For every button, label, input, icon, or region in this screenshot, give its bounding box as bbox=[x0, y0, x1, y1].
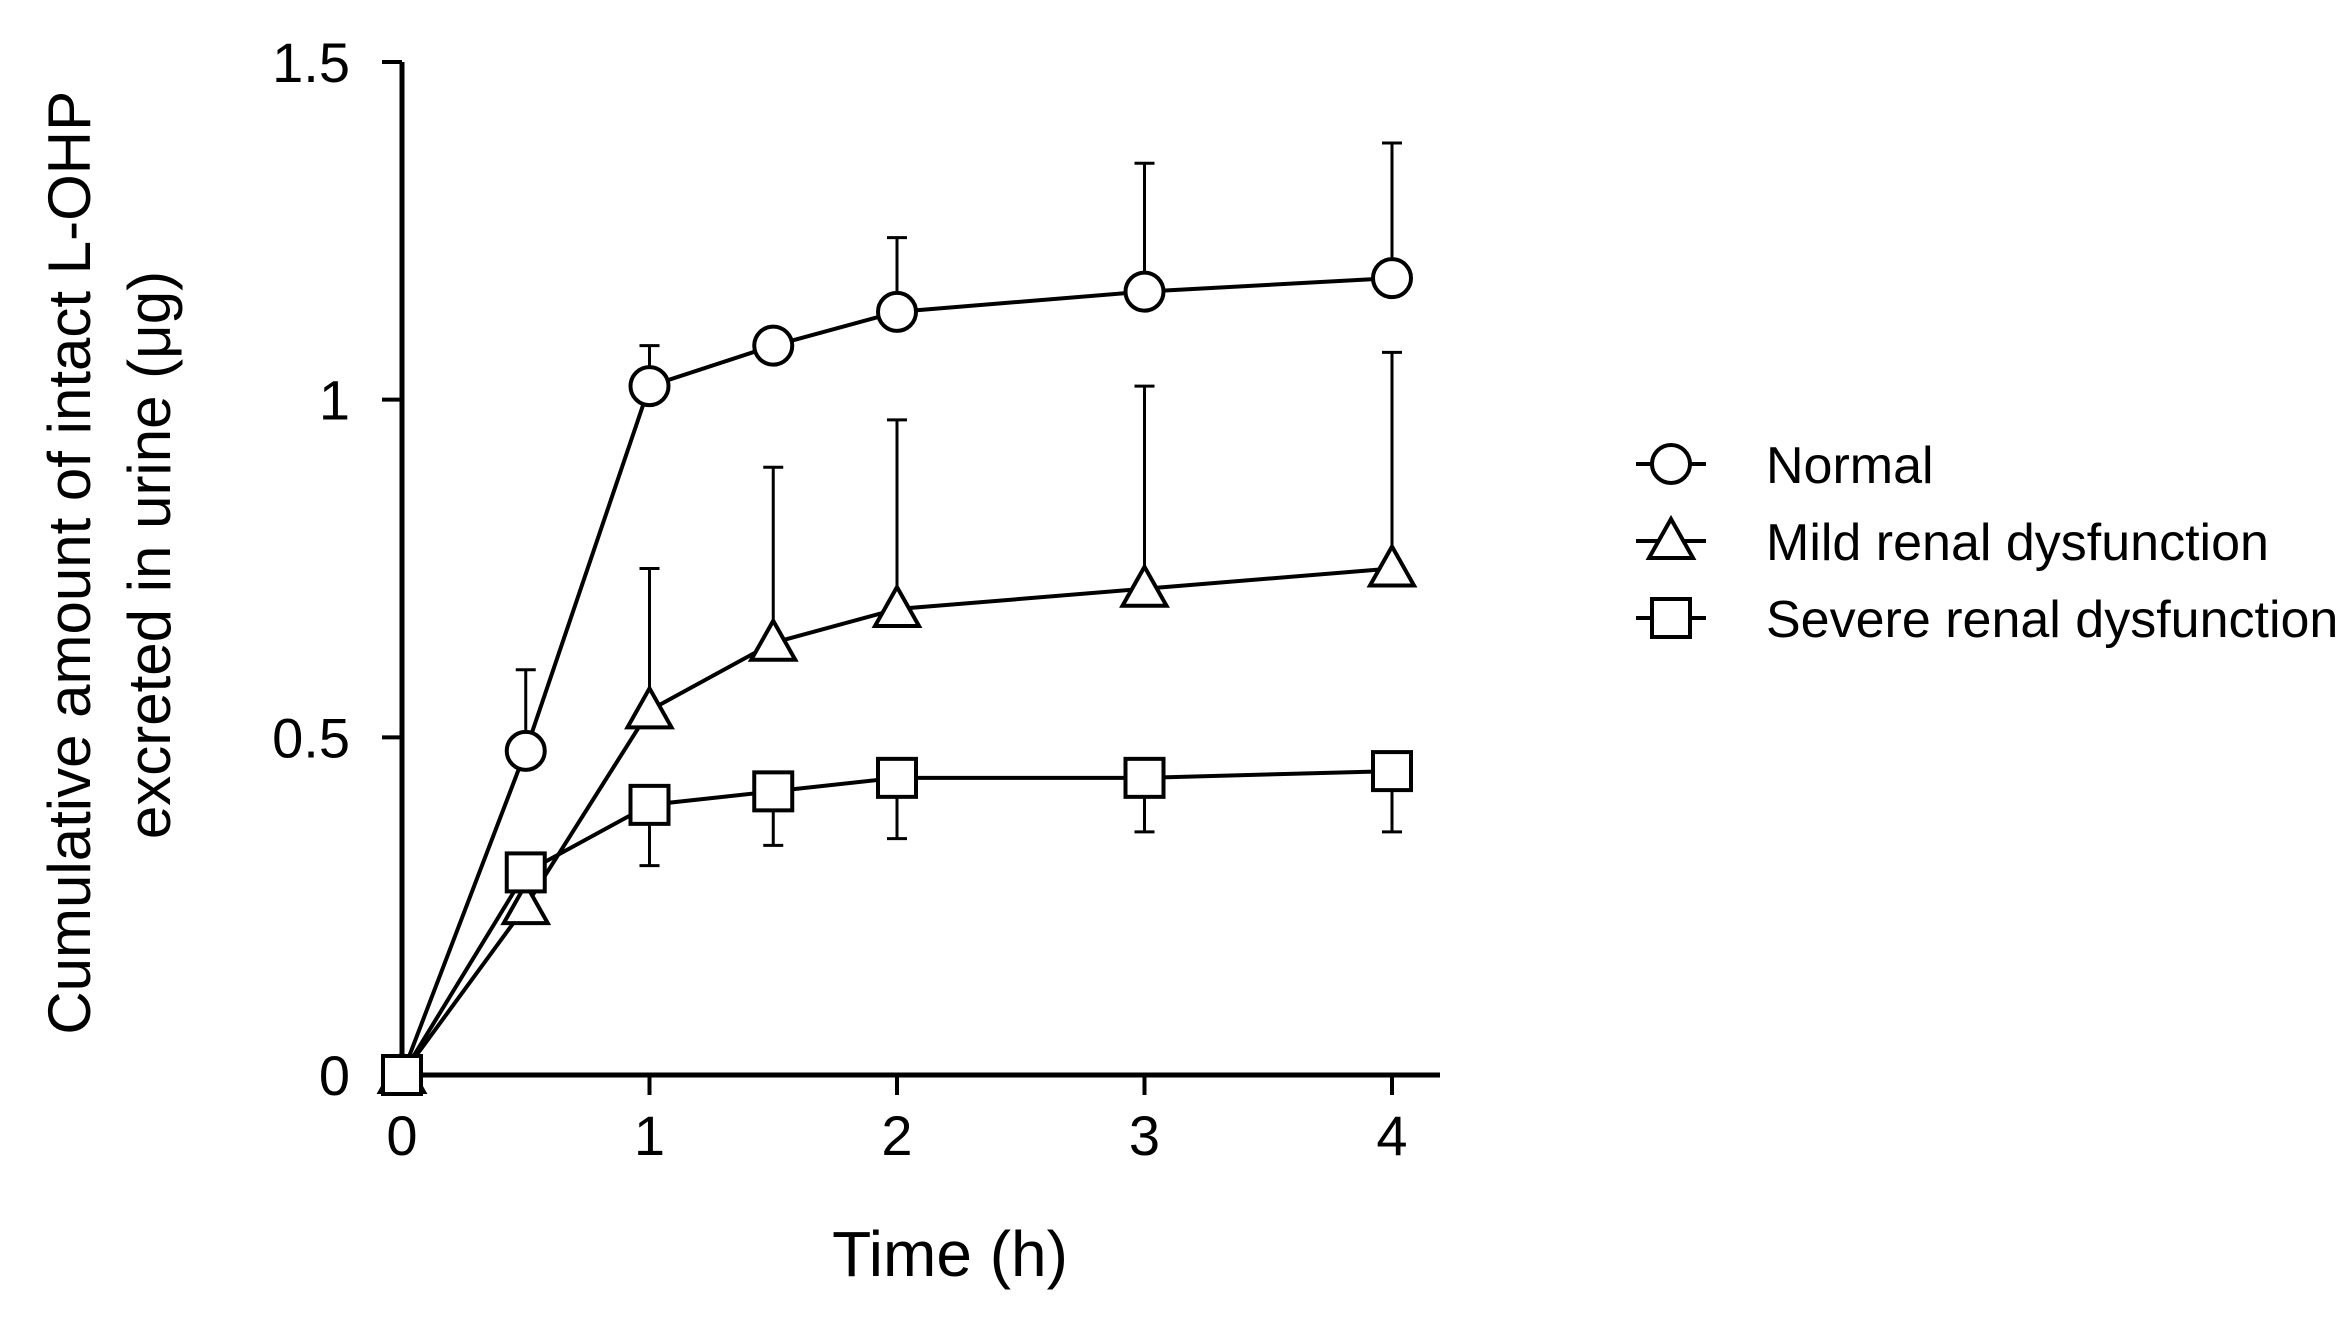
data-point-circle bbox=[876, 290, 918, 333]
y-axis-label-line-1: Cumulative amount of intact L-OHP bbox=[36, 92, 103, 1035]
data-point-circle bbox=[504, 729, 547, 772]
x-tick-label: 0 bbox=[386, 1104, 417, 1167]
data-point-circle bbox=[1371, 257, 1413, 300]
data-point-square bbox=[1123, 756, 1166, 799]
y-axis-label: Cumulative amount of intact L-OHP excret… bbox=[36, 75, 183, 1034]
x-tick-label: 4 bbox=[1376, 1104, 1407, 1167]
legend: Normal Mild renal dysfunction Severe renal… bbox=[1636, 437, 2338, 649]
data-point-circle bbox=[1123, 270, 1166, 313]
axes bbox=[399, 62, 1440, 1078]
legend-label: Severe renal dysfunction bbox=[1766, 591, 2338, 649]
data-point-triangle bbox=[500, 880, 552, 926]
y-tick-label: 0.5 bbox=[272, 706, 350, 769]
legend-marker-circle bbox=[1650, 443, 1692, 485]
data-point-square bbox=[1371, 750, 1413, 793]
data-point-circle bbox=[628, 365, 671, 408]
legend-label: Normal bbox=[1766, 437, 1934, 495]
y-tick-label: 0 bbox=[319, 1044, 350, 1107]
x-tick-label: 3 bbox=[1129, 1104, 1160, 1167]
data-point-square bbox=[876, 756, 918, 799]
data-point-triangle bbox=[624, 684, 675, 730]
data-point-square bbox=[628, 783, 671, 826]
x-tick-label: 2 bbox=[881, 1104, 912, 1167]
data-point-triangle bbox=[1366, 542, 1418, 588]
series bbox=[376, 141, 1418, 1096]
series-line-circle bbox=[400, 276, 1393, 1076]
x-tick-label: 1 bbox=[634, 1104, 665, 1167]
data-point-triangle bbox=[747, 616, 799, 662]
x-axis-label: Time (h) bbox=[832, 1218, 1068, 1290]
data-point-triangle bbox=[1119, 562, 1170, 608]
data-point-square bbox=[381, 1054, 423, 1096]
legend-marker-square bbox=[1650, 597, 1692, 639]
data-point-square bbox=[752, 770, 795, 813]
legend-label: Mild renal dysfunction bbox=[1766, 514, 2269, 572]
y-tick-label: 1.5 bbox=[272, 31, 350, 94]
data-point-triangle bbox=[871, 582, 923, 629]
y-axis-label-line-2: excreted in urine (μg) bbox=[116, 271, 183, 839]
legend-marker-triangle bbox=[1645, 514, 1697, 560]
ticks: 0 1 2 3 4 0 0.5 1 1.5 bbox=[272, 31, 1407, 1167]
data-point-square bbox=[504, 851, 547, 894]
y-tick-label: 1 bbox=[319, 369, 350, 432]
data-point-circle bbox=[752, 324, 795, 367]
